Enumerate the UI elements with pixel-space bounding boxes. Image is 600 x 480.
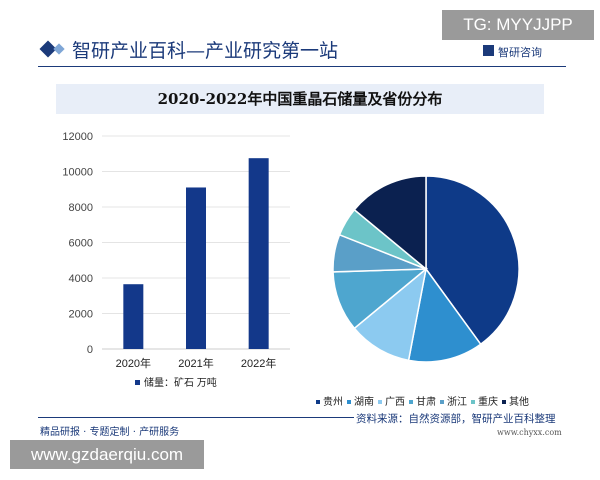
pie-slice (425, 175, 520, 346)
x-tick-label: 2020年 (116, 356, 151, 370)
legend-label: 湖南 (354, 397, 374, 408)
legend-label: 广西 (385, 397, 405, 408)
y-tick-label: 8000 (69, 202, 93, 214)
pie-slice (353, 175, 427, 271)
legend-label: 浙江 (447, 397, 467, 408)
x-tick-label: 2022年 (241, 356, 276, 370)
legend-item: 甘肃 (409, 393, 436, 408)
y-tick-label: 6000 (69, 238, 93, 250)
legend-item: 贵州 (316, 393, 343, 408)
bar (123, 284, 144, 349)
diamond-icon-small (53, 43, 65, 55)
legend-item: 其他 (502, 393, 529, 408)
legend-swatch (378, 400, 382, 404)
legend-swatch (135, 380, 140, 385)
brand-name: 智研咨询 (498, 46, 542, 59)
divider (38, 66, 566, 67)
legend-item: 广西 (378, 393, 405, 408)
x-tick-label: 2021年 (178, 356, 213, 370)
watermark-tag: TG: MYYJJPP (442, 10, 594, 40)
legend-swatch (440, 400, 444, 404)
pie-slice (407, 267, 482, 363)
legend-swatch (347, 400, 351, 404)
legend-label: 重庆 (478, 397, 498, 408)
pie-legend: 贵州 湖南 广西 甘肃 浙江 重庆 其他 (316, 393, 529, 408)
brand-logo-icon (483, 45, 494, 56)
y-tick-label: 4000 (69, 273, 93, 285)
pie-chart (332, 175, 520, 363)
legend-item: 湖南 (347, 393, 374, 408)
y-tick-label: 0 (87, 344, 93, 356)
legend-label: 贵州 (323, 397, 343, 408)
y-tick-label: 2000 (69, 309, 93, 321)
y-tick-label: 10000 (62, 167, 93, 179)
legend-swatch (316, 400, 320, 404)
bar-chart: 0 2000 4000 6000 8000 10000 12000 2020年 2021年 202… (62, 131, 290, 389)
source-note: 资料来源：自然资源部，智研产业百科整理 (356, 413, 556, 425)
legend-item: 重庆 (471, 393, 498, 408)
site-tag: www.gzdaerqiu.com (10, 440, 204, 469)
legend-item: 浙江 (440, 393, 467, 408)
legend-label: 储量：矿石 万吨 (144, 376, 217, 389)
legend-swatch (471, 400, 475, 404)
legend-label: 其他 (509, 397, 529, 408)
legend-swatch (409, 400, 413, 404)
bar (248, 158, 269, 349)
legend-label: 甘肃 (416, 397, 436, 408)
divider (38, 417, 354, 418)
header-title: 智研产业百科—产业研究第一站 (72, 40, 339, 62)
y-tick-label: 12000 (62, 131, 93, 143)
source-url: www.chyxx.com (497, 428, 562, 437)
bar (186, 187, 206, 349)
footer-slogan: 精品研报 · 专题定制 · 产研服务 (40, 427, 180, 438)
legend-swatch (502, 400, 506, 404)
chart-title: 2020-2022年中国重晶石储量及省份分布 (56, 84, 544, 114)
